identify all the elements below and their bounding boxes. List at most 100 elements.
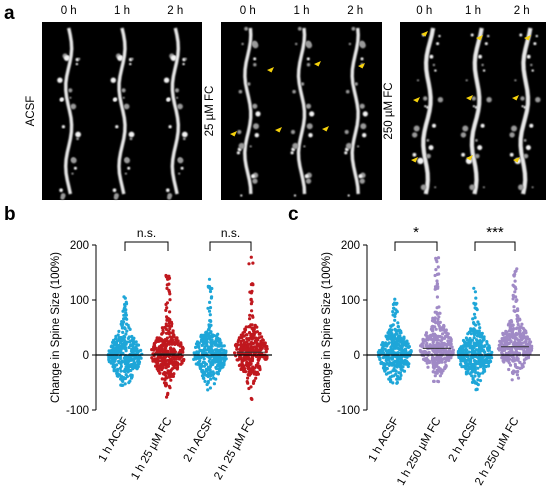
data-point [171, 335, 175, 339]
data-point [404, 344, 408, 348]
spine [181, 131, 188, 138]
data-point [242, 364, 246, 368]
data-point [463, 361, 467, 365]
data-point [169, 378, 173, 382]
time-label: 0 h [61, 5, 77, 17]
data-point [165, 306, 169, 310]
spine [525, 145, 531, 151]
data-point [429, 333, 433, 337]
data-point [249, 291, 253, 295]
data-point [463, 341, 467, 345]
data-point [524, 329, 528, 333]
data-point [502, 345, 506, 349]
data-point [249, 302, 253, 306]
spine [163, 77, 170, 83]
data-point [130, 343, 134, 347]
data-point [515, 355, 519, 360]
data-point [134, 340, 138, 344]
spine [413, 125, 420, 132]
data-point [436, 265, 440, 269]
data-point [436, 359, 440, 363]
data-point [265, 344, 269, 349]
spine [509, 132, 515, 138]
data-point [476, 366, 480, 370]
data-point [216, 370, 220, 375]
group-label: 250 µM FC [383, 82, 395, 139]
data-point [384, 358, 388, 362]
spine [182, 137, 186, 141]
data-point [171, 374, 175, 378]
data-point [529, 340, 533, 344]
data-point [435, 279, 439, 283]
spine [461, 152, 465, 157]
arrowhead-marker [314, 61, 321, 67]
data-point [398, 328, 402, 332]
y-tick-label: 0 [83, 350, 89, 362]
micrograph-block [400, 22, 546, 200]
data-point [126, 336, 130, 341]
data-point [169, 372, 173, 376]
data-point [208, 300, 212, 304]
panel-letter-c: c [288, 204, 299, 225]
data-point [383, 368, 387, 372]
spine [129, 137, 133, 141]
data-point [253, 323, 257, 327]
data-point [243, 345, 247, 349]
data-point [393, 297, 397, 301]
group-label: ACSF [25, 96, 37, 127]
data-point [130, 334, 134, 339]
data-point [264, 350, 268, 354]
data-point [460, 358, 464, 363]
spine [71, 172, 74, 175]
arrowhead-marker [267, 67, 274, 73]
data-point [490, 350, 494, 354]
data-point [433, 344, 437, 348]
data-point [435, 371, 439, 375]
data-point [500, 339, 504, 343]
data-point [473, 365, 477, 369]
data-point [250, 309, 254, 313]
data-point [511, 297, 515, 301]
data-point [150, 356, 154, 360]
data-point [115, 363, 119, 367]
data-point [430, 344, 434, 348]
data-point [522, 361, 526, 365]
spine [176, 96, 179, 99]
data-point [164, 302, 168, 307]
data-point [380, 343, 384, 347]
data-point [241, 367, 245, 371]
data-point [473, 368, 477, 372]
arrowhead-marker [476, 35, 483, 41]
spine [354, 82, 358, 86]
data-point [263, 357, 267, 361]
spine [253, 123, 259, 130]
spine [64, 55, 70, 61]
data-point [474, 331, 478, 335]
spine [470, 33, 474, 37]
data-point [208, 334, 212, 338]
data-point [167, 282, 171, 286]
data-point [472, 336, 476, 340]
data-point [245, 337, 249, 341]
data-point [209, 330, 213, 334]
data-point [118, 356, 122, 360]
data-point [238, 347, 242, 351]
data-point [487, 344, 491, 348]
spine [533, 42, 537, 46]
data-point [127, 381, 131, 385]
data-point [257, 332, 261, 336]
data-point [152, 345, 156, 349]
data-point [503, 337, 508, 341]
data-point [426, 365, 430, 369]
data-point [433, 360, 437, 364]
data-point [421, 339, 425, 343]
spine [182, 62, 185, 66]
data-point [463, 365, 467, 369]
data-point [107, 349, 111, 353]
data-point [219, 341, 223, 345]
data-point [432, 325, 436, 329]
dendrite [296, 27, 307, 195]
data-point [510, 349, 514, 353]
spine [249, 145, 252, 148]
data-point [481, 335, 485, 339]
